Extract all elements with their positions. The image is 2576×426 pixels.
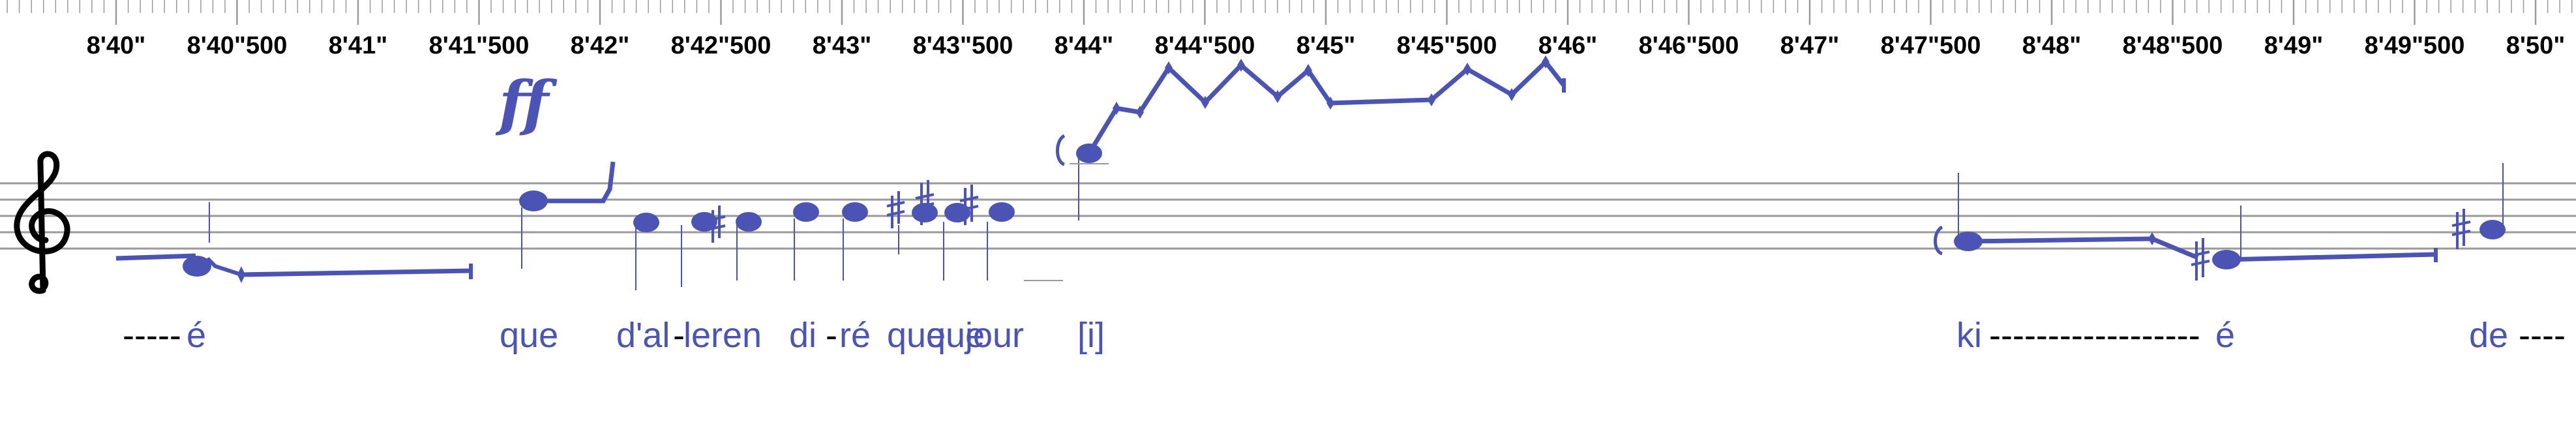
notehead bbox=[842, 202, 868, 222]
flag-icon bbox=[1934, 225, 1943, 256]
lyric-syllable: di bbox=[789, 316, 816, 355]
lyric-extender: ------------------ bbox=[1989, 316, 2200, 355]
lyric-syllable: [i] bbox=[1077, 316, 1105, 355]
lyric-syllable: ki bbox=[1956, 316, 1982, 355]
lyric-syllable: de bbox=[2469, 316, 2508, 355]
sharp-icon bbox=[959, 185, 979, 225]
flag-icon bbox=[1056, 134, 1066, 166]
notehead-diamond bbox=[1463, 63, 1471, 76]
notehead bbox=[633, 213, 659, 232]
timeline-labels: 8'40" 8'40"500 8'41" 8'41"500 8'42" 8'42"500 8… bbox=[87, 32, 2565, 59]
notehead-diamond bbox=[1201, 96, 1209, 109]
notehead-diamond bbox=[1136, 106, 1144, 119]
notehead-diamond bbox=[1274, 90, 1281, 103]
timeline-label: 8'44"500 bbox=[1155, 32, 1255, 59]
notehead-diamond bbox=[237, 266, 245, 283]
glissando-line bbox=[2226, 252, 2436, 262]
lyric-syllable: jour bbox=[964, 316, 1024, 355]
timeline-label: 8'42" bbox=[571, 32, 629, 59]
timeline-label: 8'44" bbox=[1055, 32, 1113, 59]
notehead bbox=[736, 212, 762, 232]
timeline-label: 8'47" bbox=[1780, 32, 1839, 59]
lyric-syllable: é bbox=[187, 316, 206, 355]
notehead bbox=[793, 202, 819, 222]
lyric-syllable: que bbox=[926, 316, 985, 355]
sharp-icon bbox=[915, 180, 935, 225]
sharp-icon bbox=[707, 205, 726, 243]
timeline-label: 8'41" bbox=[329, 32, 387, 59]
dynamic-marking: ff bbox=[495, 68, 558, 138]
sharp-icon bbox=[2451, 209, 2471, 249]
timeline-label: 8'47"500 bbox=[1881, 32, 1981, 59]
notehead-diamond bbox=[1113, 102, 1120, 115]
notehead-diamond bbox=[1428, 93, 1435, 106]
notehead-diamond bbox=[1237, 59, 1245, 72]
timeline-label: 8'40"500 bbox=[187, 32, 288, 59]
notehead bbox=[691, 212, 717, 232]
notehead bbox=[2479, 220, 2506, 239]
timeline-label: 8'43" bbox=[813, 32, 871, 59]
timeline-label: 8'43"500 bbox=[913, 32, 1013, 59]
lyric-extender: ---- bbox=[2519, 316, 2566, 355]
notation bbox=[115, 55, 2506, 290]
sharp-icon bbox=[886, 191, 905, 228]
notehead bbox=[989, 202, 1015, 222]
treble-clef-icon bbox=[14, 151, 70, 294]
timeline-label: 8'49" bbox=[2264, 32, 2323, 59]
sharp-icon bbox=[2191, 238, 2210, 281]
notehead-diamond bbox=[1304, 64, 1312, 77]
glissando-line bbox=[1087, 59, 1566, 155]
lyric-hyphen: - bbox=[673, 316, 685, 355]
timeline-ticks bbox=[7, 0, 2573, 25]
notehead-diamond bbox=[1542, 55, 1550, 68]
lyric-syllable: leren bbox=[683, 316, 762, 355]
timeline-label: 8'46"500 bbox=[1639, 32, 1739, 59]
timeline-label: 8'41"500 bbox=[429, 32, 530, 59]
timeline-label: 8'46" bbox=[1538, 32, 1597, 59]
timeline-label: 8'49"500 bbox=[2365, 32, 2465, 59]
notehead-diamond bbox=[1508, 88, 1516, 101]
note-connector bbox=[196, 257, 242, 277]
glissando-line bbox=[115, 253, 196, 261]
glissando-line bbox=[241, 268, 472, 277]
timeline-label: 8'48" bbox=[2022, 32, 2081, 59]
notehead-diamond bbox=[1165, 61, 1173, 74]
timeline-label: 8'50" bbox=[2506, 32, 2565, 59]
lyric-hyphen: - bbox=[826, 316, 837, 355]
lyric-syllable: d'al bbox=[616, 316, 670, 355]
lyric-syllable: que bbox=[500, 316, 558, 355]
timeline-label: 8'42"500 bbox=[671, 32, 771, 59]
timeline-label: 8'48"500 bbox=[2123, 32, 2223, 59]
notehead-diamond bbox=[1326, 97, 1334, 110]
lyric-syllable: é bbox=[2215, 316, 2235, 355]
note-beam bbox=[533, 161, 616, 204]
lyric-syllable: ré bbox=[839, 316, 871, 355]
staff bbox=[0, 182, 2576, 250]
lyrics: ----- é que d'al - leren di - ré que que… bbox=[123, 316, 2566, 355]
lyric-extender: ----- bbox=[123, 316, 181, 355]
notehead-diamond bbox=[2148, 232, 2156, 245]
timeline-label: 8'45" bbox=[1296, 32, 1355, 59]
timeline-label: 8'45"500 bbox=[1397, 32, 1497, 59]
lyric-syllable: que bbox=[887, 316, 946, 355]
timeline-label: 8'40" bbox=[87, 32, 145, 59]
timeline-ruler: 8'40" 8'40"500 8'41" 8'41"500 8'42" 8'42"500 8… bbox=[7, 0, 2573, 59]
